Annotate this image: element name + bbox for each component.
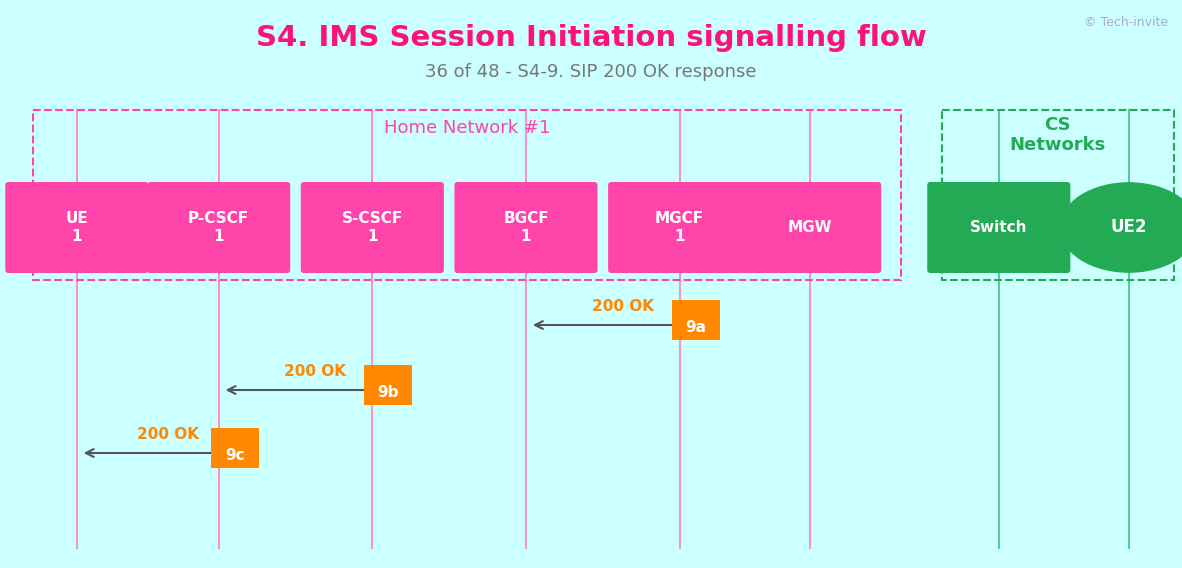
Text: Switch: Switch (970, 220, 1027, 235)
Bar (942, 110, 1174, 280)
Text: 9c: 9c (225, 448, 245, 463)
FancyBboxPatch shape (454, 182, 598, 273)
Text: UE2: UE2 (1111, 219, 1147, 236)
FancyBboxPatch shape (738, 182, 882, 273)
Text: 9a: 9a (686, 320, 706, 335)
Text: P-CSCF
1: P-CSCF 1 (188, 211, 249, 244)
FancyBboxPatch shape (300, 182, 444, 273)
Text: 36 of 48 - S4-9. SIP 200 OK response: 36 of 48 - S4-9. SIP 200 OK response (426, 63, 756, 81)
Text: S-CSCF
1: S-CSCF 1 (342, 211, 403, 244)
Text: Home Network #1: Home Network #1 (384, 119, 550, 137)
Text: © Tech-invite: © Tech-invite (1084, 16, 1168, 29)
Text: 9b: 9b (377, 385, 400, 400)
FancyBboxPatch shape (364, 365, 413, 404)
Text: BGCF
1: BGCF 1 (504, 211, 548, 244)
Text: 200 OK: 200 OK (285, 364, 346, 379)
Text: 200 OK: 200 OK (137, 427, 199, 442)
Ellipse shape (1060, 183, 1182, 272)
Text: 200 OK: 200 OK (592, 299, 654, 314)
Text: MGW: MGW (787, 220, 832, 235)
Bar (33, 110, 901, 280)
FancyBboxPatch shape (927, 182, 1071, 273)
Text: CS
Networks: CS Networks (1009, 116, 1106, 154)
FancyBboxPatch shape (147, 182, 291, 273)
FancyBboxPatch shape (671, 299, 720, 340)
Text: UE
1: UE 1 (65, 211, 89, 244)
FancyBboxPatch shape (210, 428, 259, 467)
FancyBboxPatch shape (5, 182, 149, 273)
FancyBboxPatch shape (608, 182, 752, 273)
Text: MGCF
1: MGCF 1 (655, 211, 704, 244)
Text: S4. IMS Session Initiation signalling flow: S4. IMS Session Initiation signalling fl… (255, 24, 927, 52)
